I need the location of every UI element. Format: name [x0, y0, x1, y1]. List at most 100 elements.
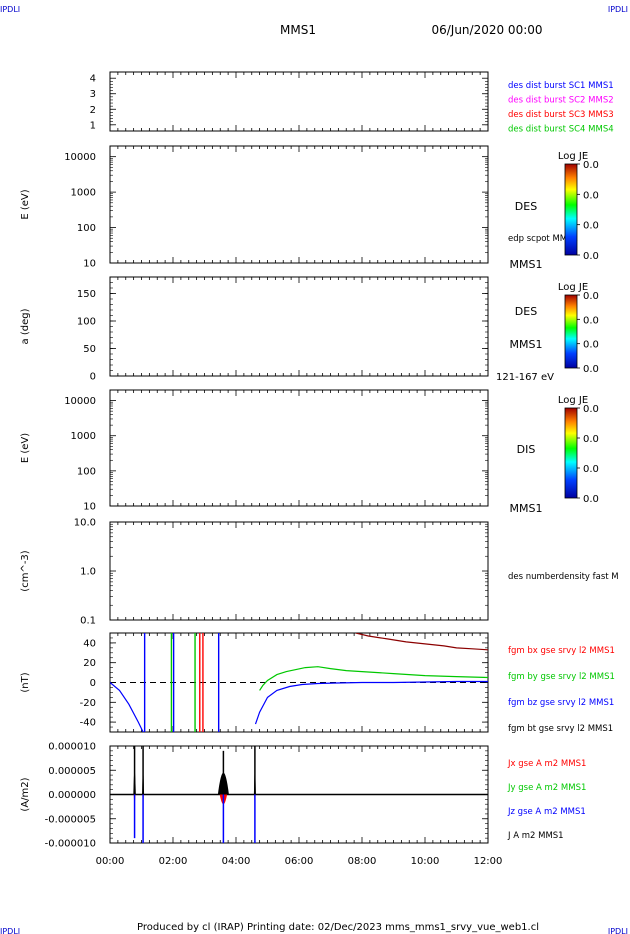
y-tick-label: 0: [90, 372, 96, 383]
colorbar-tick-label: 0.0: [583, 404, 599, 415]
panel-sc-legend-frame: [109, 71, 489, 132]
legend-entry: Jy gse A m2 MMS1: [507, 783, 586, 793]
bfield-series: [110, 633, 488, 732]
y-tick-label: 0.000010: [48, 742, 96, 753]
colorbar-tick-label: 0.0: [583, 251, 599, 262]
x-tick-label: 00:00: [96, 856, 125, 867]
colorbar: [564, 407, 578, 499]
mms1-label: MMS1: [510, 502, 543, 515]
footer-right-logo: IPDLI: [608, 927, 628, 934]
colorbar-tick-label: 0.0: [583, 340, 599, 351]
x-tick-label: 02:00: [159, 856, 188, 867]
y-tick-label: 10: [83, 502, 96, 513]
y-tick-label: 10000: [64, 152, 96, 163]
y-tick-label: -0.000005: [45, 814, 96, 825]
colorbar-title: Log JE: [558, 151, 588, 162]
des-label: DES: [515, 305, 537, 318]
legend-entry: des dist burst SC1 MMS1: [508, 81, 614, 91]
series-line: [259, 666, 488, 691]
legend-entry: fgm bz gse srvy l2 MMS1: [508, 698, 614, 708]
y-tick-label: 4: [90, 74, 96, 85]
colorbar-tick-label: 0.0: [583, 464, 599, 475]
colorbar-title: Log JE: [558, 395, 588, 406]
y-tick-label: 150: [77, 289, 96, 300]
y-tick-label: 1: [90, 120, 96, 131]
des-pitch-ylabel: a (deg): [20, 308, 31, 344]
density-ylabel: (cm^-3): [20, 550, 31, 591]
legend-entry: des dist burst SC3 MMS3: [508, 110, 614, 120]
panel-des-energy-frame: [109, 145, 489, 264]
colorbar-tick-label: 0.0: [583, 494, 599, 505]
y-tick-label: 1000: [71, 188, 96, 199]
energy-range-label: 121-167 eV: [496, 372, 554, 383]
colorbar-tick-label: 0.0: [583, 434, 599, 445]
y-tick-label: 100: [77, 466, 96, 477]
y-tick-label: 0: [90, 678, 96, 689]
y-tick-label: 50: [83, 344, 96, 355]
legend-entry: des numberdensity fast M: [508, 572, 619, 582]
y-tick-label: 2: [90, 105, 96, 116]
colorbar: [564, 163, 578, 256]
y-tick-label: -0.000010: [45, 839, 96, 850]
colorbar-tick-label: 0.0: [583, 291, 599, 302]
legend-entry: fgm by gse srvy l2 MMS1: [508, 672, 615, 682]
y-tick-label: 20: [83, 658, 96, 669]
x-tick-label: 10:00: [411, 856, 440, 867]
y-tick-label: -40: [80, 718, 96, 729]
y-tick-label: 10.0: [74, 518, 96, 529]
dis-energy-ylabel: E (eV): [20, 433, 31, 463]
dis-label: DIS: [517, 443, 536, 456]
current-ylabel: (A/m2): [20, 777, 31, 811]
panel-density-frame: [109, 521, 489, 621]
colorbar-tick-label: 0.0: [583, 190, 599, 201]
y-tick-label: 100: [77, 223, 96, 234]
date-title: 06/Jun/2020 00:00: [431, 23, 542, 37]
des-label: DES: [515, 200, 537, 213]
legend-entry: fgm bx gse srvy l2 MMS1: [508, 646, 615, 656]
x-tick-label: 08:00: [348, 856, 377, 867]
des-energy-ylabel: E (eV): [20, 189, 31, 219]
colorbar-title: Log JE: [558, 282, 588, 293]
y-tick-label: 40: [83, 638, 96, 649]
left-logo: IPDLI: [0, 5, 20, 14]
y-tick-label: 3: [90, 89, 96, 100]
mms1-label: MMS1: [510, 258, 543, 271]
y-tick-label: 10: [83, 259, 96, 270]
y-tick-label: -20: [80, 698, 96, 709]
x-tick-label: 12:00: [474, 856, 503, 867]
right-logo: IPDLI: [608, 5, 628, 14]
legend-entry: des dist burst SC4 MMS4: [508, 125, 614, 135]
panel-des-pitch-frame: [109, 276, 489, 377]
colorbar: [564, 294, 578, 369]
y-tick-label: 0.1: [80, 616, 96, 627]
colorbar-tick-label: 0.0: [583, 160, 599, 171]
y-tick-label: 0.000000: [48, 790, 96, 801]
bfield-ylabel: (nT): [20, 672, 31, 692]
y-tick-label: 100: [77, 317, 96, 328]
series-line: [110, 682, 144, 732]
y-tick-label: 1000: [71, 431, 96, 442]
edp-scpot-label: edp scpot MMS1: [508, 234, 578, 244]
colorbar-tick-label: 0.0: [583, 315, 599, 326]
series-line: [254, 680, 488, 725]
spacecraft-title: MMS1: [280, 23, 316, 37]
mms1-label: MMS1: [510, 338, 543, 351]
y-tick-label: 10000: [64, 396, 96, 407]
legend-entry: fgm bt gse srvy l2 MMS1: [508, 724, 613, 734]
legend-entry: J A m2 MMS1: [507, 831, 564, 841]
x-tick-label: 04:00: [222, 856, 251, 867]
colorbar-tick-label: 0.0: [583, 221, 599, 232]
x-tick-label: 06:00: [285, 856, 314, 867]
footer-left-logo: IPDLI: [0, 927, 20, 934]
y-tick-label: 0.000005: [48, 766, 96, 777]
legend-entry: Jz gse A m2 MMS1: [507, 807, 586, 817]
current-series: [110, 746, 488, 843]
legend-entry: Jx gse A m2 MMS1: [507, 759, 586, 769]
series-line: [355, 633, 488, 651]
footer-credits: Produced by cl (IRAP) Printing date: 02/…: [137, 922, 539, 933]
panel-dis-energy-frame: [109, 389, 489, 507]
y-tick-label: 1.0: [80, 567, 96, 578]
colorbar-tick-label: 0.0: [583, 364, 599, 375]
legend-entry: des dist burst SC2 MMS2: [508, 96, 614, 106]
